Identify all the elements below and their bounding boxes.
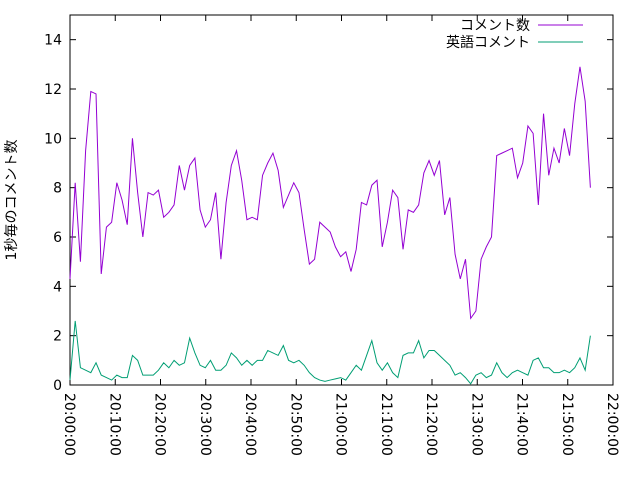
x-tick-label: 20:20:00 [152, 393, 168, 456]
x-tick-label: 21:10:00 [378, 393, 394, 456]
plot-frame [69, 14, 614, 386]
y-tick-label: 2 [53, 329, 62, 345]
legend-label: コメント数 [460, 18, 530, 34]
x-tick-label: 20:30:00 [197, 393, 213, 456]
y-tick-label: 10 [44, 131, 62, 147]
y-tick-label: 12 [44, 82, 62, 98]
legend-label: 英語コメント [446, 34, 530, 51]
x-tick-label: 20:10:00 [106, 393, 122, 456]
series-line [69, 320, 591, 385]
x-tick-label: 20:50:00 [287, 393, 303, 456]
x-tick-label: 21:40:00 [514, 393, 530, 456]
series-line [69, 66, 591, 320]
y-tick-label: 4 [53, 279, 62, 295]
x-tick-label: 21:30:00 [468, 393, 484, 456]
x-tick-label: 22:00:00 [604, 393, 620, 456]
y-tick-label: 0 [53, 378, 62, 394]
x-tick-label: 21:50:00 [559, 393, 575, 456]
y-axis-label: 1秒毎のコメント数 [4, 140, 20, 261]
x-tick-label: 21:20:00 [423, 393, 439, 456]
x-tick-label: 20:00:00 [61, 393, 77, 456]
x-tick-label: 21:00:00 [333, 393, 349, 456]
x-tick-label: 20:40:00 [242, 393, 258, 456]
y-tick-label: 8 [53, 181, 62, 197]
y-tick-label: 14 [44, 33, 62, 49]
y-tick-label: 6 [53, 230, 62, 246]
